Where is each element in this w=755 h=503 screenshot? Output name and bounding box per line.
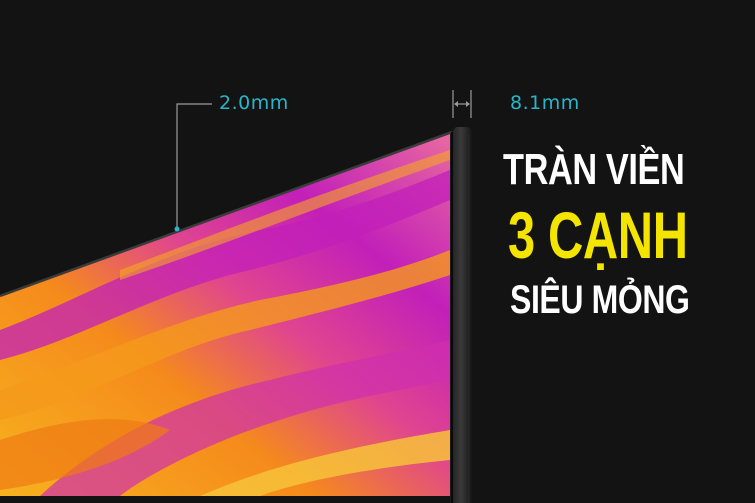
bezel-thickness-label: 2.0mm xyxy=(219,92,289,114)
screen-wave-texture xyxy=(0,150,450,496)
tv-side-frame xyxy=(450,127,472,503)
headline-line-2: 3 cạnh xyxy=(508,198,688,272)
screen-panel xyxy=(0,130,453,496)
depth-thickness-label: 8.1mm xyxy=(510,92,580,114)
bezel-annotation-leader xyxy=(174,103,212,232)
headline-line-1: Tràn viền xyxy=(503,145,685,194)
headline-line-3: siêu mỏng xyxy=(510,278,690,322)
depth-annotation-marker xyxy=(452,90,472,118)
